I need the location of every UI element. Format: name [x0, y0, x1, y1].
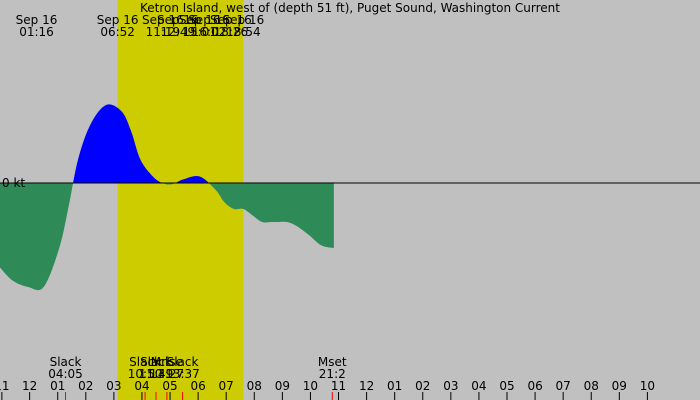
- current-areas: [0, 104, 334, 291]
- bottom-event-label: Slack: [129, 355, 161, 369]
- top-event-date: Sep 16: [16, 13, 58, 27]
- hour-tick-label: 05: [162, 379, 177, 393]
- top-event-time: 11:19: [146, 25, 181, 39]
- top-event-time: 15:01: [182, 25, 217, 39]
- hour-tick-label: 05: [499, 379, 514, 393]
- daylight-band: [117, 0, 244, 400]
- hour-tick-label: 03: [106, 379, 121, 393]
- top-event-time: 18:54: [226, 25, 261, 39]
- hour-tick-label: 02: [78, 379, 93, 393]
- top-event-time: 18:26: [214, 25, 249, 39]
- bottom-event-time: 11:49: [139, 367, 174, 381]
- zero-kt-label: 0 kt: [2, 176, 25, 190]
- top-event-date: Sep 16: [210, 13, 252, 27]
- hour-tick-label: 11: [0, 379, 10, 393]
- bottom-event-label: Mrise: [151, 355, 183, 369]
- hour-tick-label: 10: [640, 379, 655, 393]
- top-event-time: 16:02: [192, 25, 227, 39]
- top-event-date: Sep 16: [157, 13, 199, 27]
- hour-tick-label: 08: [584, 379, 599, 393]
- bottom-event-time: 13:37: [165, 367, 200, 381]
- bottom-event-label: Slack: [140, 355, 172, 369]
- top-event-time: 12:49: [161, 25, 196, 39]
- top-event-date: Sep 16: [188, 13, 230, 27]
- hour-tick-label: 06: [190, 379, 205, 393]
- bottom-event-time: 10:50: [128, 367, 163, 381]
- chart-title: Ketron Island, west of (depth 51 ft), Pu…: [140, 1, 560, 15]
- bottom-event-time: 04:05: [48, 367, 83, 381]
- hour-tick-label: 07: [219, 379, 234, 393]
- ebb-area: [0, 183, 334, 291]
- hour-tick-label: 11: [331, 379, 346, 393]
- hour-axis: 11 12 01 02 03 04 05 06 07 08 09 10 11 12 01 02 03 04 05 06…: [0, 379, 655, 400]
- hour-tick-label: 04: [134, 379, 149, 393]
- bottom-event-labels: Slack04:05Slack10:50Slack11:49Mrise13:27…: [48, 355, 347, 400]
- hour-tick-label: 01: [50, 379, 65, 393]
- hour-tick-label: 10: [303, 379, 318, 393]
- hour-tick-label: 07: [556, 379, 571, 393]
- hour-tick-label: 09: [612, 379, 627, 393]
- hour-tick-label: 02: [415, 379, 430, 393]
- bottom-event-label: Slack: [50, 355, 82, 369]
- hour-tick-label: 12: [359, 379, 374, 393]
- bottom-event-time: 13:27: [150, 367, 185, 381]
- top-event-date: Sep 16: [142, 13, 184, 27]
- hour-tick-label: 12: [22, 379, 37, 393]
- hour-tick-label: 04: [471, 379, 486, 393]
- hour-tick-label: 06: [527, 379, 542, 393]
- top-event-time: 06:52: [100, 25, 135, 39]
- hour-tick-label: 08: [247, 379, 262, 393]
- hour-tick-label: 01: [387, 379, 402, 393]
- flood-area: [0, 104, 334, 183]
- bottom-event-label: Mset: [318, 355, 347, 369]
- top-event-date: Sep 16: [97, 13, 139, 27]
- top-event-date: Sep 16: [179, 13, 221, 27]
- hour-tick-label: 09: [275, 379, 290, 393]
- top-event-date: Sep 16: [223, 13, 265, 27]
- top-event-time: 01:16: [19, 25, 54, 39]
- hour-tick-label: 03: [443, 379, 458, 393]
- bottom-event-label: Slack: [167, 355, 199, 369]
- bottom-event-time: 21:2: [319, 367, 346, 381]
